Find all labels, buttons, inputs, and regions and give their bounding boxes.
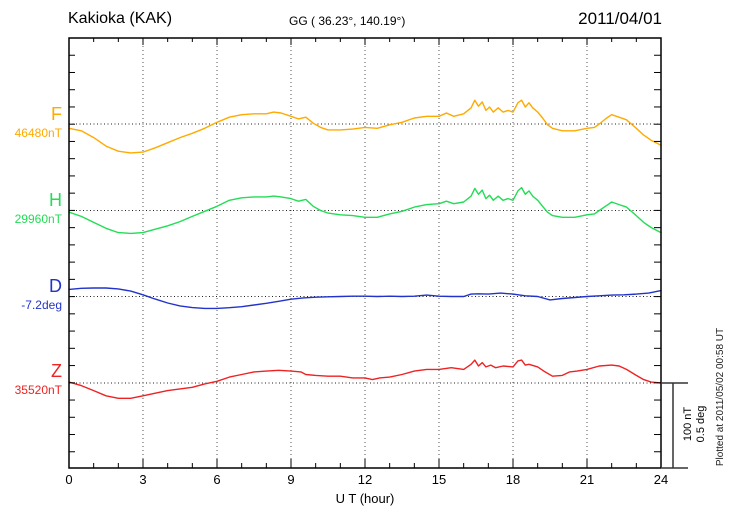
channel-traces xyxy=(68,99,662,399)
x-tick-label: 0 xyxy=(65,472,73,487)
channel-label-f: F 46480nT xyxy=(0,104,62,140)
trace-h xyxy=(68,186,662,235)
channel-baseline-d: -7.2deg xyxy=(21,298,62,312)
x-axis-label: U T (hour) xyxy=(335,491,395,506)
channel-letter-f: F xyxy=(51,104,62,124)
channel-baseline-h: 29960nT xyxy=(14,212,62,226)
channel-baseline-f: 46480nT xyxy=(14,126,62,140)
x-tick-label: 3 xyxy=(139,472,147,487)
x-tick-label: 12 xyxy=(357,472,373,487)
trace-d xyxy=(68,287,662,310)
x-tick-label: 21 xyxy=(579,472,595,487)
scale-bar-nt: 100 nT xyxy=(682,406,694,442)
scale-bar-label: 100 nT 0.5 deg xyxy=(682,394,712,454)
plot-date: 2011/04/01 xyxy=(578,9,662,28)
axis-ticks xyxy=(68,38,662,468)
x-tick-label: 18 xyxy=(505,472,521,487)
scale-bar-deg: 0.5 deg xyxy=(695,405,707,443)
channel-label-h: H 29960nT xyxy=(0,190,62,226)
channel-label-d: D -7.2deg xyxy=(0,276,62,312)
channel-baselines xyxy=(69,123,661,384)
trace-f xyxy=(68,99,662,154)
trace-z xyxy=(68,359,662,399)
x-tick-label: 15 xyxy=(431,472,447,487)
station-title: Kakioka (KAK) xyxy=(68,10,173,27)
channel-baseline-z: 35520nT xyxy=(14,383,62,397)
channel-letter-d: D xyxy=(49,276,62,296)
scale-bar xyxy=(662,382,688,469)
x-tick-label: 6 xyxy=(213,472,221,487)
x-tick-label: 9 xyxy=(287,472,295,487)
channel-letter-z: Z xyxy=(51,361,62,381)
channel-label-z: Z 35520nT xyxy=(0,361,62,397)
channel-letter-h: H xyxy=(49,190,62,210)
gridlines xyxy=(142,38,588,468)
plotted-at-timestamp: Plotted at 2011/05/02 00:58 UT xyxy=(715,327,726,467)
x-tick-label: 24 xyxy=(653,472,669,487)
geographic-coordinates: GG ( 36.23°, 140.19°) xyxy=(289,14,406,28)
